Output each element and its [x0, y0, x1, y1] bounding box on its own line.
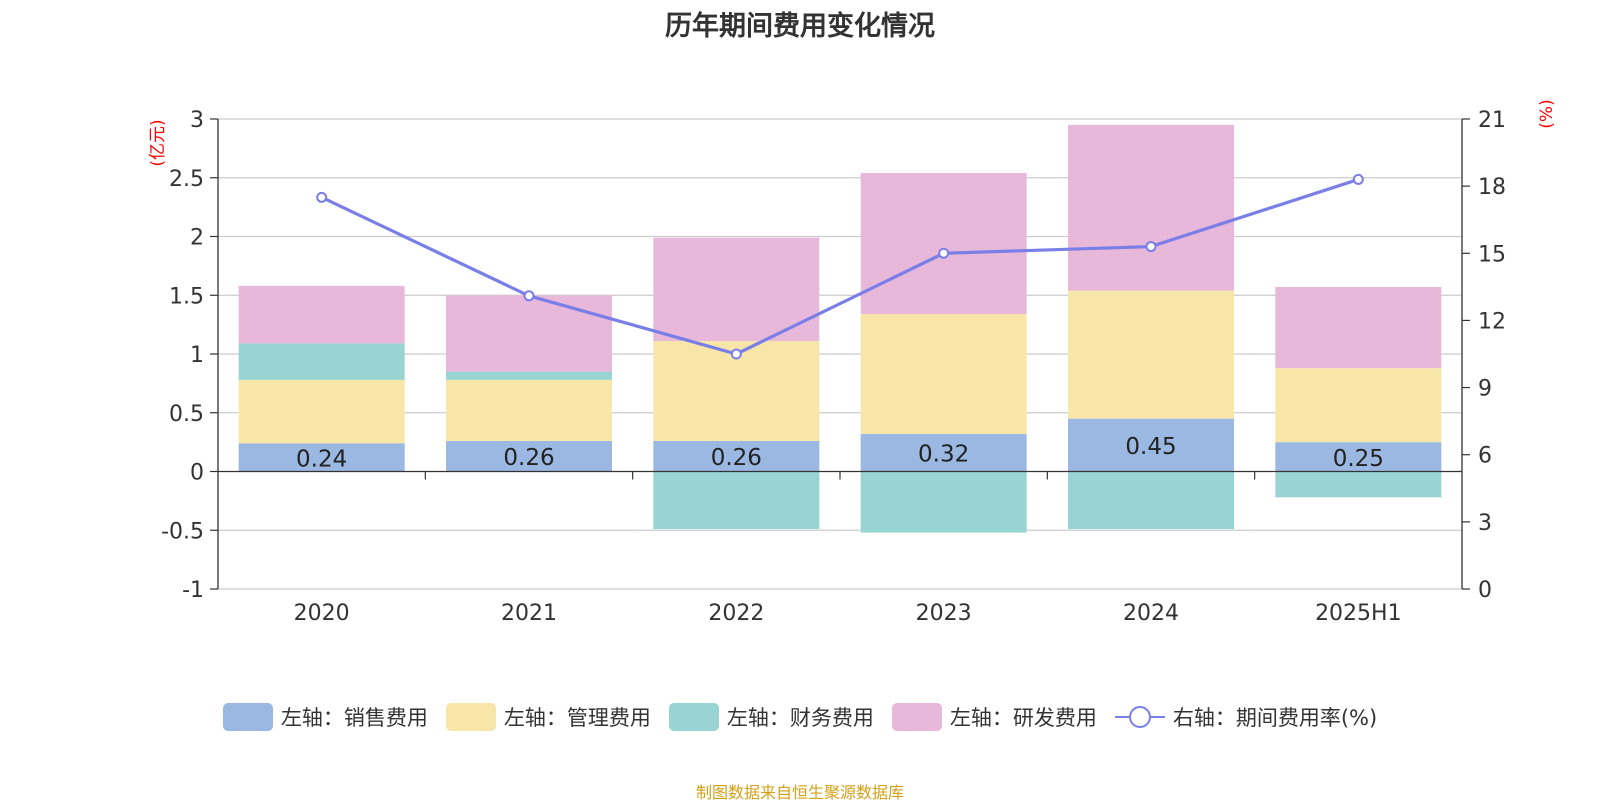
x-axis-tick-label: 2021	[501, 601, 557, 626]
legend-label: 左轴：财务费用	[726, 706, 874, 730]
legend-item[interactable]: 左轴：财务费用	[668, 702, 874, 732]
left-axis-tick-label: -1	[182, 578, 204, 603]
bar-segment	[860, 314, 1027, 434]
left-axis-tick-label: 0.5	[169, 402, 204, 427]
source-note: 制图数据来自恒生聚源数据库	[695, 783, 904, 802]
bar-segment	[1275, 442, 1442, 472]
legend-swatch	[222, 703, 273, 731]
bar-layer	[238, 124, 1442, 533]
legend-line-marker	[1114, 706, 1165, 728]
bar-segment	[1068, 124, 1234, 291]
x-axis-tick-label: 2020	[294, 601, 350, 626]
rate-point	[316, 191, 328, 203]
legend-label: 右轴：期间费用率(%)	[1172, 706, 1378, 730]
bar-segment	[860, 433, 1027, 472]
data-label: 0.26	[711, 445, 762, 471]
bar-segment	[1068, 290, 1234, 419]
data-label: 0.24	[296, 446, 347, 472]
bar-segment	[1275, 287, 1442, 369]
right-axis-tick-label: 0	[1478, 578, 1492, 603]
bar-segment	[1275, 368, 1442, 443]
left-axis-tick-label: -0.5	[161, 519, 204, 544]
x-axis-tick-label: 2023	[916, 601, 972, 626]
right-axis-tick-label: 21	[1478, 108, 1506, 133]
right-axis-tick-label: 18	[1478, 175, 1506, 200]
rate-point	[938, 247, 950, 259]
left-axis-tick-label: 3	[190, 108, 204, 133]
legend-swatch	[668, 703, 719, 731]
legend-item[interactable]: 左轴：销售费用	[222, 702, 428, 732]
bar-segment	[860, 471, 1027, 533]
left-axis-tick-label: 2.5	[169, 167, 204, 192]
right-axis-tick-label: 6	[1478, 444, 1492, 469]
axis-layer: 3 2.5 2 1.5 1 0.5 0 -0.5 -1 21 18 15 12 9 6 3 0 (亿元) (%) 20…	[148, 99, 1557, 626]
x-axis-tick-label: 2022	[708, 601, 764, 626]
left-axis-tick-label: 1.5	[169, 284, 204, 309]
legend-swatch	[891, 703, 942, 731]
legend-swatch	[445, 703, 496, 731]
legend: 左轴：销售费用 左轴：管理费用 左轴：财务费用 左轴：研发费用 右轴：期间费用率(%)	[0, 702, 1600, 732]
bar-segment	[653, 237, 820, 342]
left-axis-tick-label: 0	[190, 461, 204, 486]
rate-point	[523, 290, 535, 302]
bar-segment	[238, 285, 405, 344]
bar-segment	[860, 173, 1027, 315]
left-axis-tick-label: 1	[190, 343, 204, 368]
legend-item[interactable]: 右轴：期间费用率(%)	[1114, 702, 1378, 732]
label-layer: 0.24 0.26 0.26 0.32 0.45 0.25	[296, 434, 1384, 472]
left-axis-tick-label: 2	[190, 226, 204, 251]
grid-layer	[218, 118, 1462, 590]
bar-segment	[1068, 418, 1234, 472]
data-label: 0.32	[918, 442, 969, 468]
right-axis-tick-label: 12	[1478, 309, 1506, 334]
bar-segment	[238, 379, 405, 444]
bar-segment	[446, 379, 612, 441]
rate-line	[320, 177, 1359, 356]
line-layer	[316, 173, 1364, 360]
left-axis-unit: (亿元)	[148, 119, 168, 166]
right-axis-tick-label: 15	[1478, 242, 1506, 267]
legend-label: 左轴：销售费用	[280, 706, 428, 730]
chart-title: 历年期间费用变化情况	[665, 11, 935, 42]
data-label: 0.25	[1333, 446, 1384, 472]
bar-segment	[446, 295, 612, 372]
bar-segment	[238, 343, 405, 380]
bar-segment	[446, 371, 612, 380]
bar-segment	[653, 471, 820, 530]
legend-item[interactable]: 左轴：研发费用	[891, 702, 1097, 732]
data-label: 0.45	[1125, 434, 1176, 460]
bar-segment	[1275, 471, 1442, 498]
bar-segment	[446, 440, 612, 472]
right-axis-unit: (%)	[1537, 99, 1557, 128]
bar-segment	[238, 443, 405, 472]
x-axis-tick-label: 2025H1	[1315, 601, 1402, 626]
legend-label: 左轴：研发费用	[949, 706, 1097, 730]
data-label: 0.26	[503, 445, 554, 471]
bar-segment	[1068, 471, 1234, 530]
rate-point	[1352, 173, 1364, 185]
right-axis-tick-label: 3	[1478, 511, 1492, 536]
legend-item[interactable]: 左轴：管理费用	[445, 702, 651, 732]
right-axis-tick-label: 9	[1478, 377, 1492, 402]
bar-segment	[653, 440, 820, 472]
legend-label: 左轴：管理费用	[503, 706, 651, 730]
rate-point	[1145, 241, 1157, 253]
x-axis-tick-label: 2024	[1123, 601, 1179, 626]
rate-point	[730, 348, 742, 360]
